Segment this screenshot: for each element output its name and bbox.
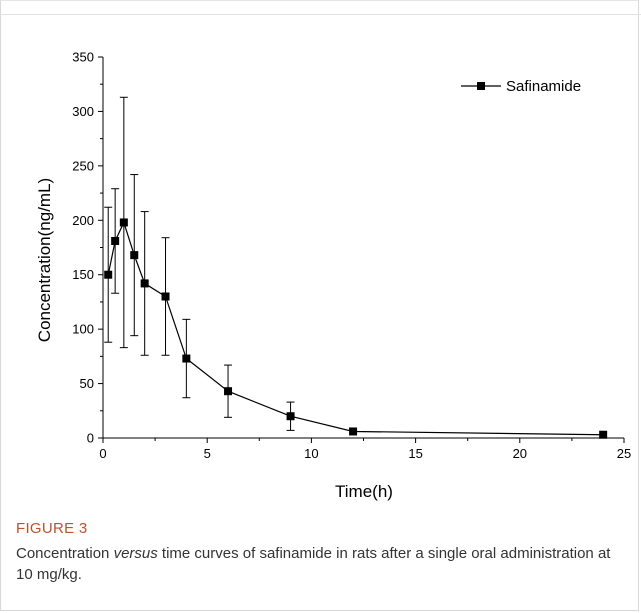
data-point-1 (111, 236, 120, 245)
y-tick-label-6: 300 (72, 104, 94, 119)
series-line-safinamide (107, 220, 604, 436)
x-tick-label-3: 15 (408, 446, 422, 461)
legend-label: Safinamide (506, 78, 581, 95)
y-tick-label-1: 50 (80, 376, 94, 391)
caption-text-before: Concentration (16, 545, 114, 562)
caption-block: FIGURE 3 Concentration versus time curve… (16, 520, 616, 585)
y-tick-label-0: 0 (87, 431, 94, 446)
caption-text-after: time curves of safinamide in rats after … (16, 545, 611, 583)
data-point-4 (140, 279, 149, 288)
data-point-9 (349, 427, 358, 436)
data-point-8 (286, 412, 295, 421)
caption-text-italic: versus (113, 545, 158, 562)
data-point-2 (119, 218, 128, 227)
legend-marker (477, 82, 485, 90)
y-tick-label-3: 150 (72, 267, 94, 282)
data-point-0 (104, 270, 113, 279)
figure-label: FIGURE 3 (16, 520, 88, 537)
y-tick-label-2: 100 (72, 322, 94, 337)
data-point-6 (182, 354, 191, 363)
x-tick-label-5: 25 (617, 446, 631, 461)
y-axis-label: Concentration(ng/mL) (35, 178, 54, 342)
x-tick-label-4: 20 (513, 446, 527, 461)
data-point-3 (130, 251, 139, 260)
y-tick-label-5: 250 (72, 158, 94, 173)
x-tick-label-0: 0 (99, 446, 106, 461)
markers (104, 218, 608, 439)
data-point-5 (161, 292, 170, 301)
error-bars (104, 96, 295, 431)
legend: Safinamide (461, 78, 581, 95)
y-tick-label-7: 350 (72, 50, 94, 65)
data-point-7 (224, 387, 233, 396)
x-axis-label: Time(h) (335, 482, 393, 501)
top-rule (0, 14, 641, 15)
series-line-group (107, 220, 604, 436)
x-tick-label-1: 5 (204, 446, 211, 461)
figure-caption: Concentration versus time curves of safi… (16, 543, 616, 585)
data-point-10 (599, 430, 608, 439)
x-tick-label-2: 10 (304, 446, 318, 461)
y-tick-label-4: 200 (72, 213, 94, 228)
